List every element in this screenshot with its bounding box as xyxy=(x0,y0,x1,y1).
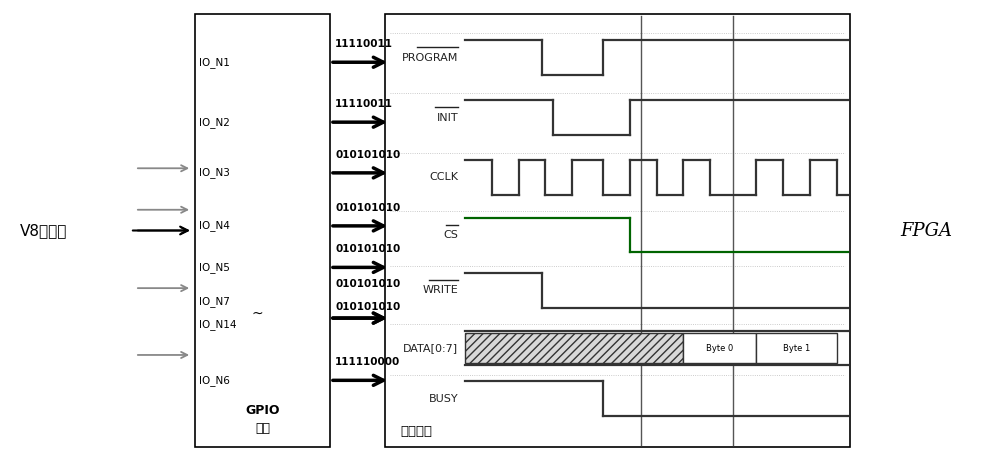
Text: IO_N3: IO_N3 xyxy=(199,167,230,178)
Text: IO_N2: IO_N2 xyxy=(199,117,230,128)
Text: 111110000: 111110000 xyxy=(335,357,400,367)
Text: IO_N5: IO_N5 xyxy=(199,262,230,273)
Text: 010101010: 010101010 xyxy=(335,244,400,254)
Text: INIT: INIT xyxy=(436,112,458,123)
Text: IO_N14: IO_N14 xyxy=(199,319,237,331)
Bar xyxy=(683,333,756,363)
Text: 11110011: 11110011 xyxy=(335,99,393,109)
Text: IO_N1: IO_N1 xyxy=(199,57,230,68)
Text: 接口: 接口 xyxy=(255,422,270,435)
Text: 010101010: 010101010 xyxy=(335,150,400,160)
Text: GPIO: GPIO xyxy=(245,404,280,417)
Text: Byte 1: Byte 1 xyxy=(783,343,810,353)
Bar xyxy=(756,333,837,363)
Text: IO_N7: IO_N7 xyxy=(199,296,230,307)
Text: V8处理器: V8处理器 xyxy=(20,223,67,238)
Text: IO_N4: IO_N4 xyxy=(199,220,230,231)
Text: FPGA: FPGA xyxy=(900,221,952,240)
Text: DATA[0:7]: DATA[0:7] xyxy=(403,343,458,353)
Text: 010101010: 010101010 xyxy=(335,203,400,213)
Text: IO_N6: IO_N6 xyxy=(199,375,230,386)
Text: BUSY: BUSY xyxy=(428,394,458,404)
Text: 11110011: 11110011 xyxy=(335,39,393,49)
Text: PROGRAM: PROGRAM xyxy=(402,53,458,63)
Bar xyxy=(465,333,683,363)
Text: ~: ~ xyxy=(251,307,263,320)
Text: CS: CS xyxy=(443,230,458,240)
Text: 配置接口: 配置接口 xyxy=(400,425,432,437)
Text: CCLK: CCLK xyxy=(429,172,458,183)
Text: 010101010: 010101010 xyxy=(335,302,400,312)
Text: Byte 0: Byte 0 xyxy=(706,343,733,353)
Bar xyxy=(195,14,330,447)
Text: WRITE: WRITE xyxy=(422,285,458,296)
Text: 010101010: 010101010 xyxy=(335,279,400,289)
Bar xyxy=(385,14,850,447)
